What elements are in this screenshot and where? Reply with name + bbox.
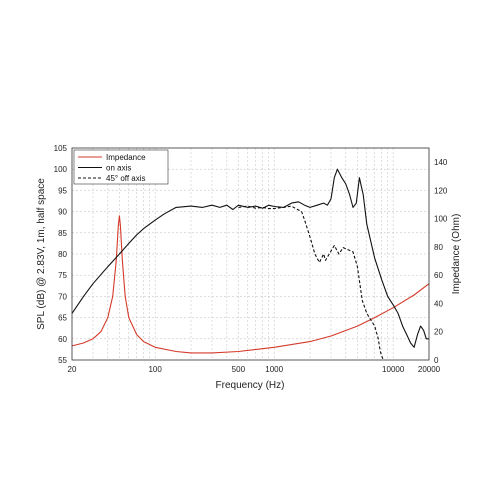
legend-label-off-axis: 45° off axis <box>106 174 146 183</box>
y-right-tick-label: 80 <box>434 243 443 252</box>
y-axis-left-title: SPL (dB) @ 2.83V, 1m, half space <box>36 178 47 330</box>
y-left-tick-label: 60 <box>58 335 67 344</box>
y-right-tick-label: 0 <box>434 356 439 365</box>
legend-label-on-axis: on axis <box>106 164 131 173</box>
series-layer <box>71 168 430 360</box>
y-left-tick-label: 105 <box>54 144 68 153</box>
grid <box>71 147 430 361</box>
y-right-tick-label: 120 <box>434 186 448 195</box>
x-tick-label: 500 <box>232 365 246 374</box>
y-left-tick-label: 85 <box>58 229 67 238</box>
y-left-tick-label: 80 <box>58 250 67 259</box>
y-right-tick-label: 40 <box>434 299 443 308</box>
y-left-tick-label: 95 <box>58 186 67 195</box>
x-tick-label: 10000 <box>382 365 405 374</box>
y-left-tick-label: 100 <box>54 165 68 174</box>
impedance-line <box>71 215 430 354</box>
y-right-tick-label: 100 <box>434 215 448 224</box>
x-tick-label: 20000 <box>418 365 441 374</box>
x-tick-label: 100 <box>148 365 162 374</box>
plot-frame <box>71 147 430 361</box>
y-right-tick-label: 140 <box>434 158 448 167</box>
tick-labels: 20 100 500 1000 10000 20000556065707580859095… <box>54 144 448 374</box>
y-left-tick-label: 65 <box>58 314 67 323</box>
legend-label-impedance: Impedance <box>106 153 146 162</box>
y-left-tick-label: 75 <box>58 271 67 280</box>
off-axis-45-line <box>238 205 384 360</box>
x-tick-label: 1000 <box>265 365 283 374</box>
on-axis-line <box>71 168 429 348</box>
x-axis-title: Frequency (Hz) <box>216 380 285 391</box>
y-left-tick-label: 90 <box>58 208 67 217</box>
y-right-tick-label: 60 <box>434 271 443 280</box>
x-tick-label: 20 <box>68 365 77 374</box>
y-left-tick-label: 70 <box>58 292 67 301</box>
legend: Impedance on axis 45° off axis <box>73 149 169 185</box>
y-left-tick-label: 55 <box>58 356 67 365</box>
y-axis-right-title: Impedance (Ohm) <box>451 214 462 295</box>
y-right-tick-label: 20 <box>434 328 443 337</box>
